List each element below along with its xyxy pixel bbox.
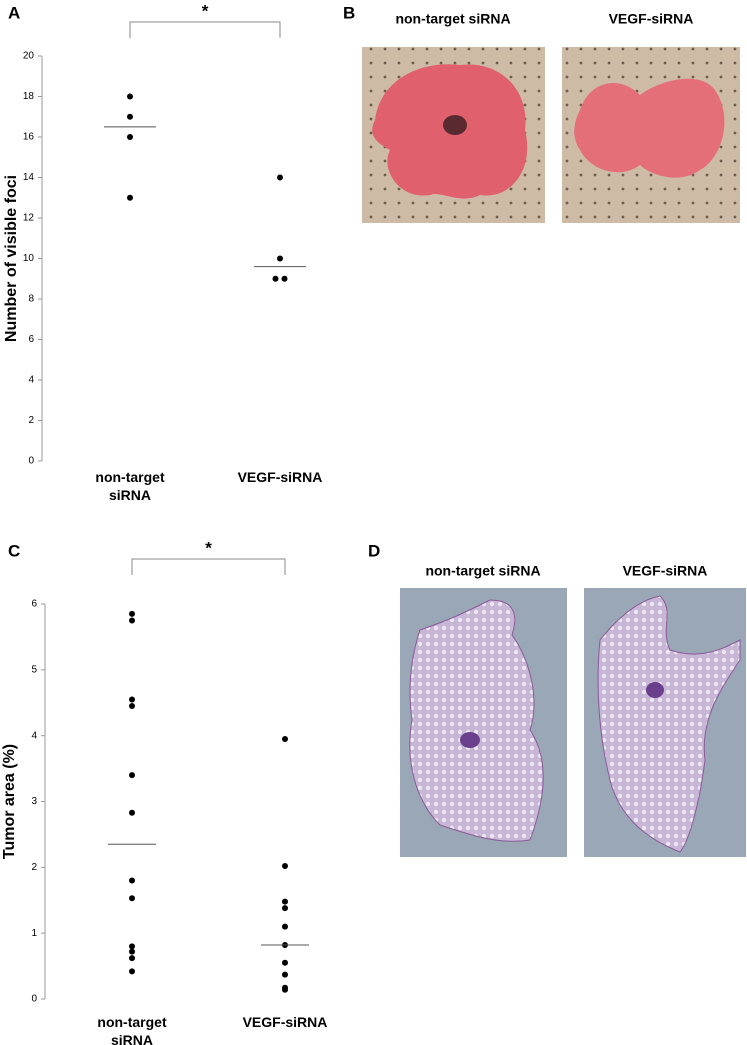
x-tick-label: VEGF-siRNA: [243, 1014, 328, 1030]
photo-d1: [400, 588, 567, 857]
y-tick-label: 4: [31, 730, 37, 741]
significance-bracket: [129, 21, 281, 38]
image-caption: non-target siRNA: [395, 11, 510, 27]
text-line: non-target: [97, 1014, 167, 1030]
data-point: [282, 735, 288, 742]
data-point: [129, 895, 135, 902]
data-point: [282, 898, 288, 905]
significance-label: *: [202, 1, 209, 20]
data-point: [127, 194, 133, 201]
data-point: [127, 93, 133, 100]
y-tick-label: 2: [28, 415, 34, 426]
data-point: [282, 971, 288, 978]
y-tick-label: 10: [23, 253, 35, 264]
y-tick-label: 1: [31, 928, 37, 939]
data-point: [129, 877, 135, 884]
photo-d2: [584, 588, 746, 857]
photo-b1: [362, 47, 545, 223]
y-tick-label: 2: [31, 862, 37, 873]
data-point: [282, 863, 288, 870]
photo-b2: [562, 47, 740, 223]
text-line: siRNA: [111, 1032, 153, 1045]
y-tick-label: 3: [31, 796, 37, 807]
image-caption: VEGF-siRNA: [623, 563, 708, 579]
data-point: [127, 113, 133, 120]
data-point: [277, 174, 283, 181]
text-line: VEGF-siRNA: [243, 1014, 328, 1030]
y-tick-label: 6: [28, 334, 34, 345]
text-line: VEGF-siRNA: [238, 469, 323, 485]
y-tick-label: 6: [31, 599, 37, 610]
significance-label: *: [205, 538, 212, 557]
panel-label: B: [343, 3, 355, 22]
image-caption: non-target siRNA: [425, 563, 540, 579]
image-caption: VEGF-siRNA: [609, 11, 694, 27]
data-point: [282, 923, 288, 930]
data-point: [129, 809, 135, 816]
data-point: [129, 617, 135, 624]
data-point: [282, 959, 288, 966]
text-line: non-target: [95, 469, 165, 485]
y-tick-label: 14: [23, 172, 35, 183]
x-tick-label: non-target siRNA: [97, 1014, 167, 1045]
x-tick-label: non-target siRNA: [95, 469, 165, 503]
y-tick-label: 5: [31, 664, 37, 675]
data-point: [281, 275, 288, 282]
data-point: [282, 986, 288, 993]
y-tick-label: 4: [28, 375, 34, 386]
data-point: [272, 275, 279, 282]
data-point: [282, 905, 288, 912]
y-axis-label: Tumor area (%): [1, 744, 18, 859]
y-tick-label: 18: [23, 91, 35, 102]
data-point: [129, 696, 135, 703]
y-tick-label: 8: [28, 294, 34, 305]
y-axis-label: Number of visible foci: [3, 175, 20, 342]
significance-bracket: [131, 558, 286, 575]
data-point: [129, 968, 135, 975]
data-point: [129, 948, 135, 955]
y-tick-label: 20: [23, 51, 35, 62]
panel-label: C: [8, 541, 20, 560]
x-tick-label: VEGF-siRNA: [238, 469, 323, 485]
data-point: [277, 255, 283, 262]
y-tick-label: 0: [31, 994, 37, 1005]
panel-label: A: [8, 3, 20, 22]
data-point: [127, 134, 133, 140]
y-tick-label: 12: [23, 213, 35, 224]
data-point: [129, 943, 135, 950]
y-tick-label: 0: [28, 456, 34, 467]
data-point: [129, 955, 135, 962]
panel-label: D: [368, 541, 380, 560]
text-line: siRNA: [109, 487, 151, 503]
data-point: [129, 703, 135, 710]
data-point: [129, 772, 135, 779]
y-tick-label: 16: [23, 132, 35, 143]
data-point: [129, 610, 135, 617]
